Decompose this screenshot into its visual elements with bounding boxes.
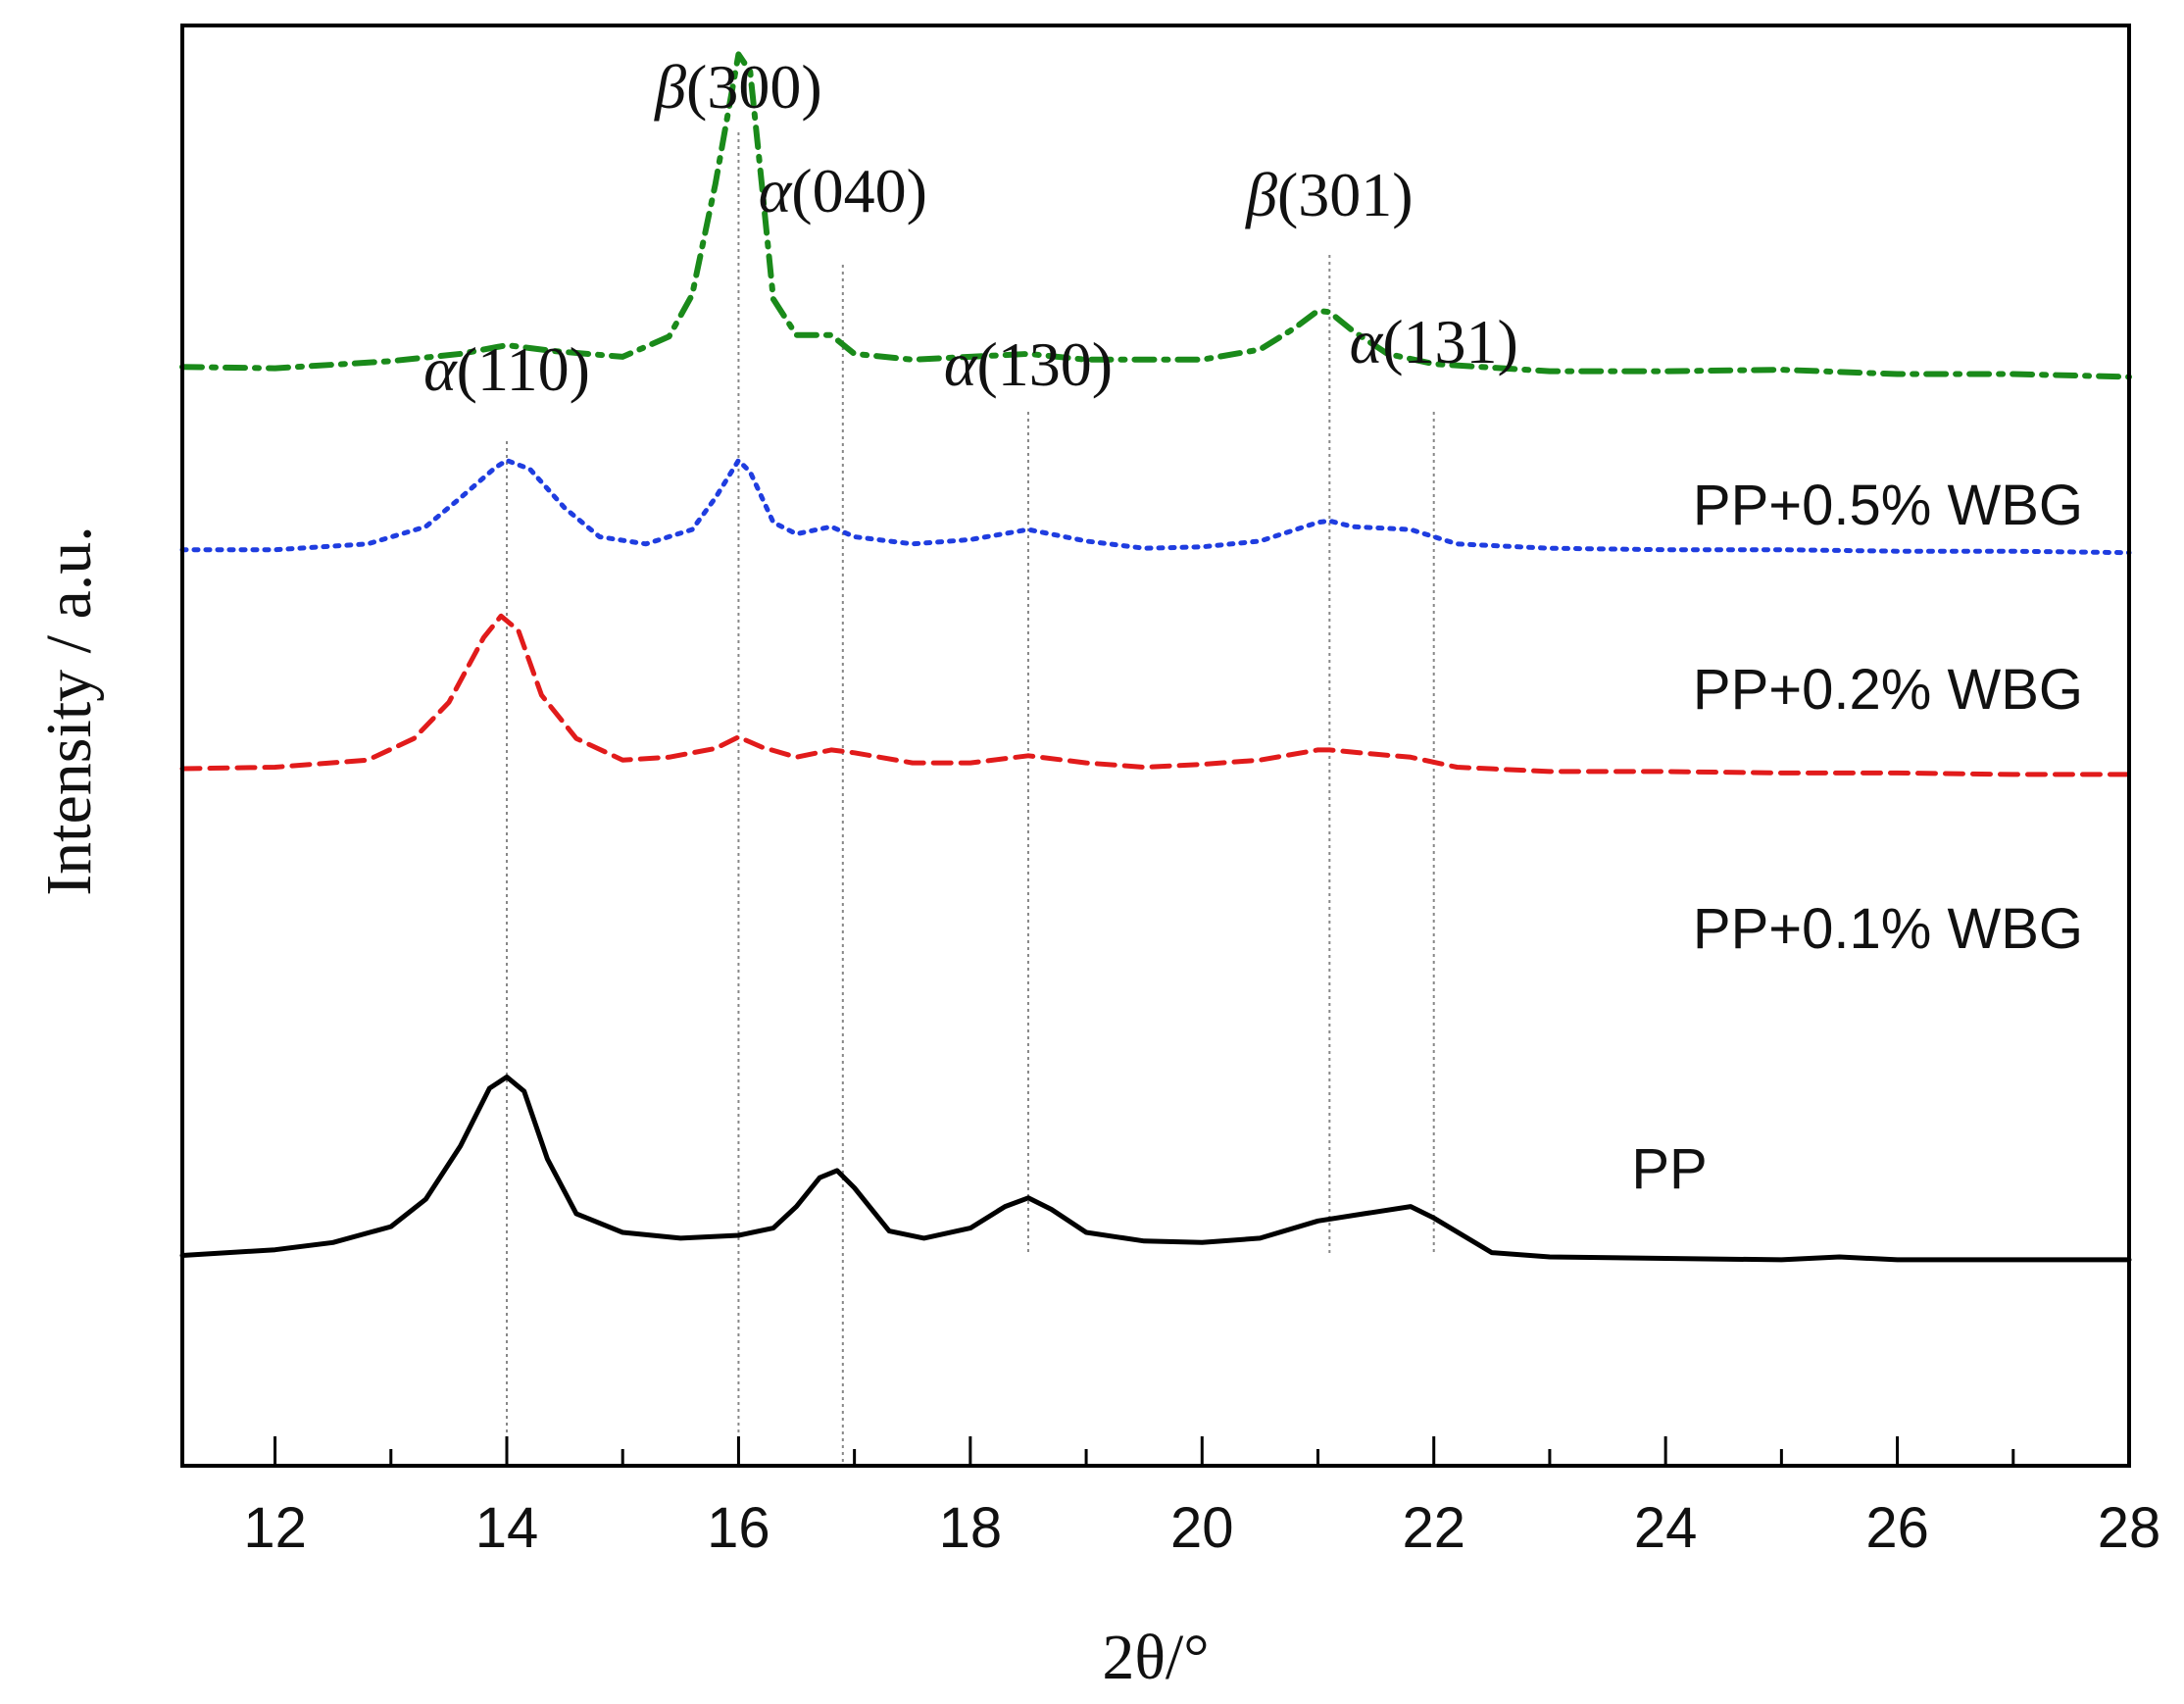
peak-labels: α(110)β(300)α(040)α(130)β(301)α(131) <box>423 52 1518 404</box>
y-axis-title: Intensity / a.u. <box>33 526 105 896</box>
x-tick-label: 24 <box>1634 1496 1698 1560</box>
peak-label: α(040) <box>759 156 927 226</box>
x-tick-label: 28 <box>2098 1496 2161 1560</box>
curve-pp-0-5-wbg <box>179 51 2132 380</box>
x-tick-label: 22 <box>1402 1496 1465 1560</box>
x-tick-label: 20 <box>1170 1496 1234 1560</box>
x-tick-label: 18 <box>939 1496 1003 1560</box>
peak-label-hkl: (301) <box>1277 160 1414 229</box>
peak-label-greek: β <box>653 52 686 122</box>
series-label: PP <box>1631 1137 1707 1201</box>
peak-label-hkl: (131) <box>1382 307 1518 376</box>
peak-label-greek: β <box>1244 160 1277 229</box>
peak-label-greek: α <box>423 334 458 404</box>
x-tick-label: 16 <box>707 1496 770 1560</box>
curve-pp-0-2-wbg <box>179 458 2132 556</box>
peak-guide-lines <box>506 132 1435 1466</box>
x-tick-label: 12 <box>243 1496 307 1560</box>
peak-label-greek: α <box>1350 307 1384 376</box>
peak-label-hkl: (130) <box>976 329 1113 399</box>
series-label: PP+0.5% WBG <box>1693 474 2083 537</box>
diffraction-curves <box>179 51 2132 1263</box>
x-tick-label: 14 <box>475 1496 539 1560</box>
peak-label: β(300) <box>653 52 822 122</box>
peak-label: α(110) <box>423 334 590 404</box>
peak-label: α(130) <box>944 329 1113 399</box>
peak-label-greek: α <box>759 156 793 226</box>
series-labels: PP+0.5% WBG PP+0.2% WBG PP+0.1% WBG PP <box>1631 474 2083 1201</box>
series-label: PP+0.2% WBG <box>1693 658 2083 722</box>
x-axis-ticks: 12 14 16 18 20 22 24 26 28 <box>243 1436 2160 1560</box>
curve-pp-0-1-wbg <box>179 613 2132 777</box>
plot-frame <box>180 24 2131 1468</box>
peak-label: β(301) <box>1244 160 1414 229</box>
peak-label: α(131) <box>1350 307 1518 376</box>
x-axis-title: 2θ/° <box>1102 1622 1209 1693</box>
x-tick-label: 26 <box>1865 1496 1929 1560</box>
series-label: PP+0.1% WBG <box>1693 897 2083 961</box>
peak-label-greek: α <box>944 329 978 399</box>
curve-pp <box>179 1074 2132 1263</box>
peak-label-hkl: (110) <box>457 334 590 404</box>
peak-label-hkl: (040) <box>791 156 927 226</box>
peak-label-hkl: (300) <box>686 52 822 122</box>
